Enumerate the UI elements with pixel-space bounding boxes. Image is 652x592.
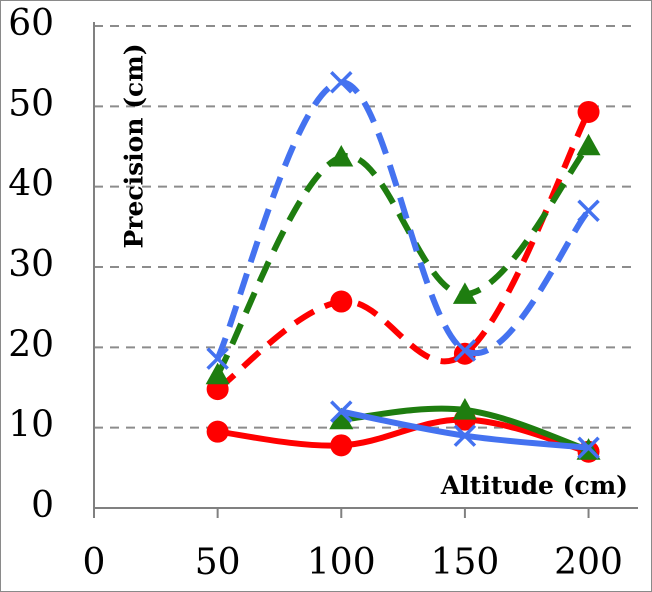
series-line	[217, 416, 590, 455]
x-axis-title: Altitude (cm)	[440, 471, 628, 500]
series-line	[214, 79, 591, 360]
data-point	[330, 290, 353, 313]
series-1	[206, 408, 600, 463]
series-5	[205, 133, 601, 385]
y-tick-label: 60	[8, 3, 54, 44]
data-point	[206, 420, 229, 443]
x-tick-labels: 0 50 100 150 200	[83, 542, 623, 583]
y-tick-labels: 0 10 20 30 40 50 60	[8, 3, 54, 526]
data-point	[452, 282, 477, 304]
data-point	[206, 347, 229, 370]
y-tick-label: 20	[8, 324, 54, 365]
data-point	[330, 434, 353, 457]
y-tick-label: 50	[8, 83, 54, 124]
axes	[93, 22, 638, 518]
x-tick-label: 50	[195, 542, 241, 583]
data-point	[330, 70, 353, 94]
x-tick-label: 0	[83, 542, 106, 583]
data-point	[453, 339, 477, 362]
data-point	[576, 133, 601, 156]
data-point	[577, 100, 600, 123]
data-point	[205, 362, 230, 385]
series-6	[206, 70, 600, 370]
data-point	[452, 397, 477, 420]
data-point	[453, 424, 477, 447]
series-line	[215, 143, 591, 377]
x-tick-label: 200	[554, 542, 623, 583]
gridlines	[94, 25, 638, 429]
x-tick-label: 150	[431, 542, 500, 583]
data-point	[577, 199, 600, 223]
x-tick-label: 100	[307, 542, 376, 583]
data-point	[329, 407, 354, 430]
series-4	[206, 100, 600, 401]
data-point	[330, 400, 353, 423]
y-tick-label: 30	[8, 244, 54, 285]
data-point	[577, 436, 600, 459]
y-tick-label: 0	[31, 485, 54, 526]
y-tick-label: 10	[8, 405, 54, 446]
series-3	[330, 400, 600, 459]
data-point	[329, 144, 354, 167]
series-layer	[205, 70, 601, 463]
y-tick-label: 40	[8, 164, 54, 205]
y-axis-title: Precision (cm)	[120, 43, 149, 248]
data-point	[453, 342, 476, 365]
